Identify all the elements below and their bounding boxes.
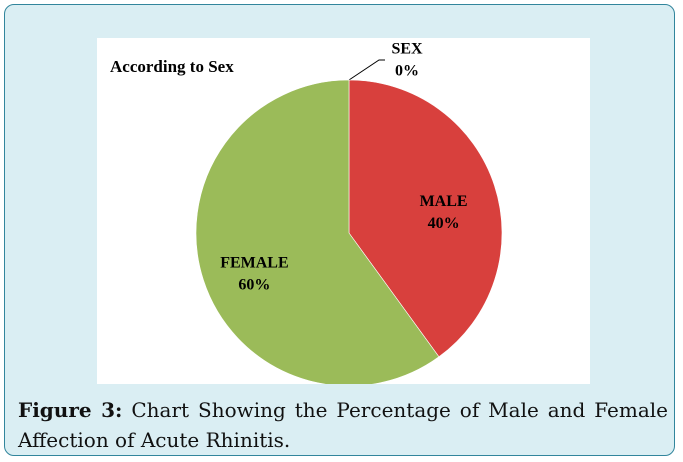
- slice-value-label: 40%: [428, 215, 460, 232]
- leader-line: [348, 59, 385, 81]
- slice-label: SEX: [391, 41, 423, 58]
- caption-text: Chart Showing the Percentage of Male and…: [18, 398, 669, 452]
- chart: According to Sex SEX 0% MALE 40% FEMALE 60%: [97, 38, 590, 384]
- slice-value-label: 60%: [238, 276, 270, 293]
- slice-label: FEMALE: [220, 254, 288, 271]
- caption: Figure 3: Chart Showing the Percentage o…: [18, 395, 668, 455]
- slice-value-label: 0%: [395, 63, 419, 80]
- pie-slice: [195, 79, 440, 384]
- slice-label: MALE: [420, 193, 468, 210]
- caption-label: Figure 3:: [18, 398, 123, 422]
- chart-title: According to Sex: [110, 57, 234, 76]
- pie-slice: [348, 79, 503, 358]
